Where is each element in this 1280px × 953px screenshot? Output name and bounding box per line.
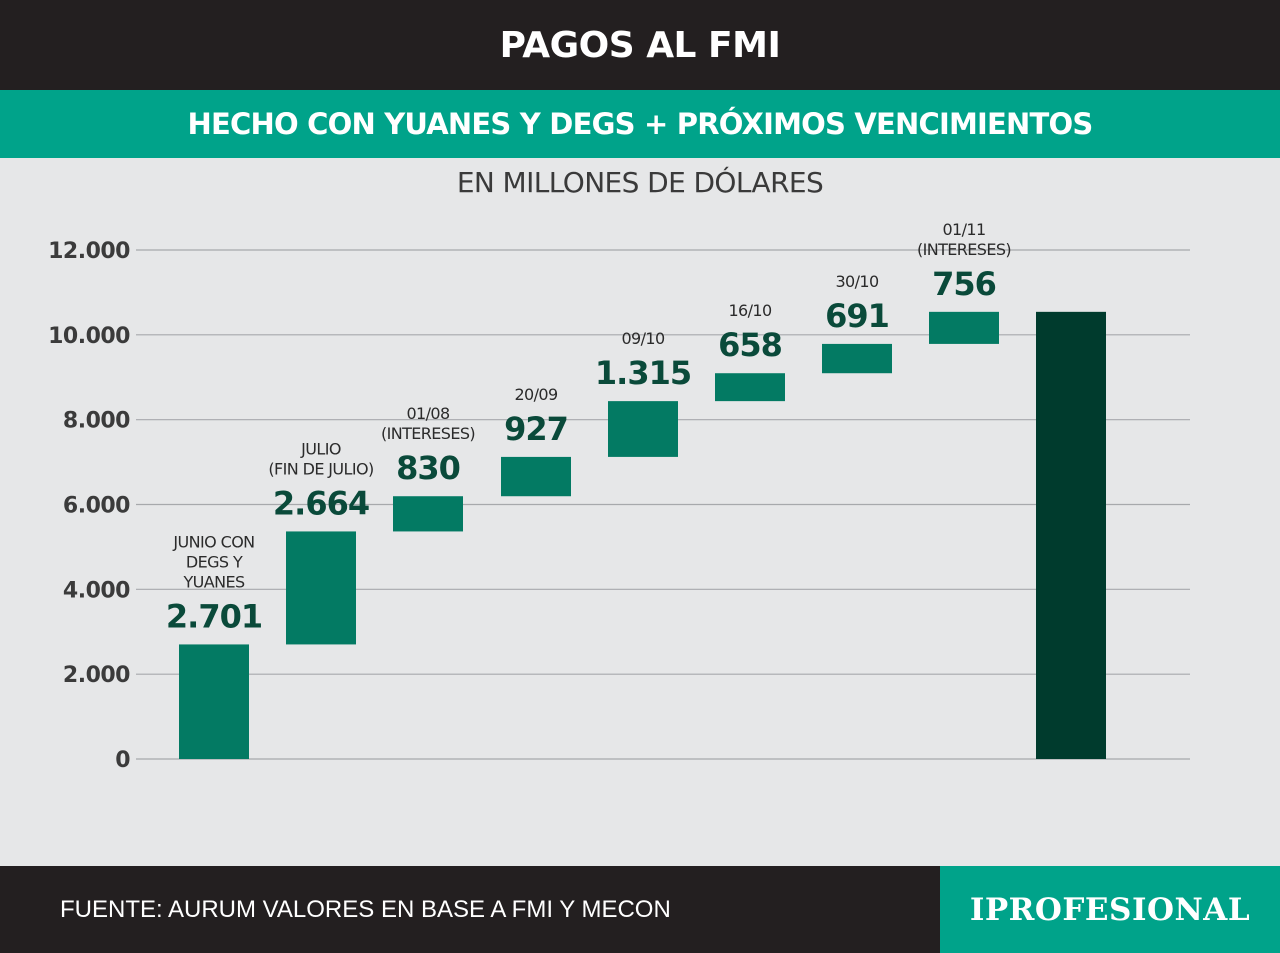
- bar-category-label: (FIN DE JULIO): [268, 459, 373, 478]
- bar-category-label: DEGS Y: [186, 552, 243, 571]
- units-label: EN MILLONES DE DÓLARES: [456, 166, 824, 199]
- bar-category-label: 30/10: [835, 272, 879, 291]
- source-note: FUENTE: AURUM VALORES EN BASE A FMI Y ME…: [60, 895, 671, 923]
- bar-category-label: JULIO: [300, 439, 341, 458]
- bar-category-label: (INTERESES): [381, 424, 475, 443]
- data-label: 830: [396, 449, 460, 487]
- data-label: 927: [504, 410, 568, 448]
- y-tick-label: 10.000: [48, 324, 130, 349]
- data-label: 756: [932, 265, 996, 303]
- waterfall-bar: [822, 343, 892, 374]
- bar-category-label: 01/11: [942, 220, 985, 239]
- data-label: 2.664: [273, 484, 369, 522]
- y-tick-label: 12.000: [48, 239, 130, 264]
- chart-title: PAGOS AL FMI: [0, 0, 1280, 90]
- bar-category-label: JUNIO CON: [172, 532, 254, 551]
- waterfall-bar: [715, 373, 785, 402]
- waterfall-bar: [929, 311, 999, 344]
- chart-subtitle: HECHO CON YUANES Y DEGS + PRÓXIMOS VENCI…: [0, 90, 1280, 158]
- y-tick-label: 8.000: [63, 409, 130, 434]
- y-tick-label: 6.000: [63, 494, 130, 519]
- bar-category-label: 01/08: [406, 404, 450, 423]
- bar-category-label: 16/10: [728, 301, 772, 320]
- data-label: 1.315: [595, 354, 691, 392]
- waterfall-bar: [393, 496, 463, 532]
- data-label: 658: [718, 326, 782, 364]
- total-bar: [1036, 311, 1106, 759]
- waterfall-bar: [179, 644, 249, 759]
- y-tick-label: 0: [115, 748, 130, 773]
- bar-category-label: 20/09: [514, 385, 558, 404]
- waterfall-bar: [608, 401, 678, 457]
- bar-category-label: (INTERESES): [917, 240, 1011, 259]
- y-tick-label: 2.000: [63, 663, 130, 688]
- y-tick-label: 4.000: [63, 578, 130, 603]
- waterfall-bar: [286, 531, 356, 645]
- brand-logo: IPROFESIONAL: [940, 866, 1280, 953]
- data-label: 691: [825, 297, 889, 335]
- bar-category-label: YUANES: [182, 572, 245, 591]
- waterfall-bar: [501, 456, 571, 497]
- bar-category-label: 09/10: [621, 329, 665, 348]
- data-label: 2.701: [166, 597, 262, 635]
